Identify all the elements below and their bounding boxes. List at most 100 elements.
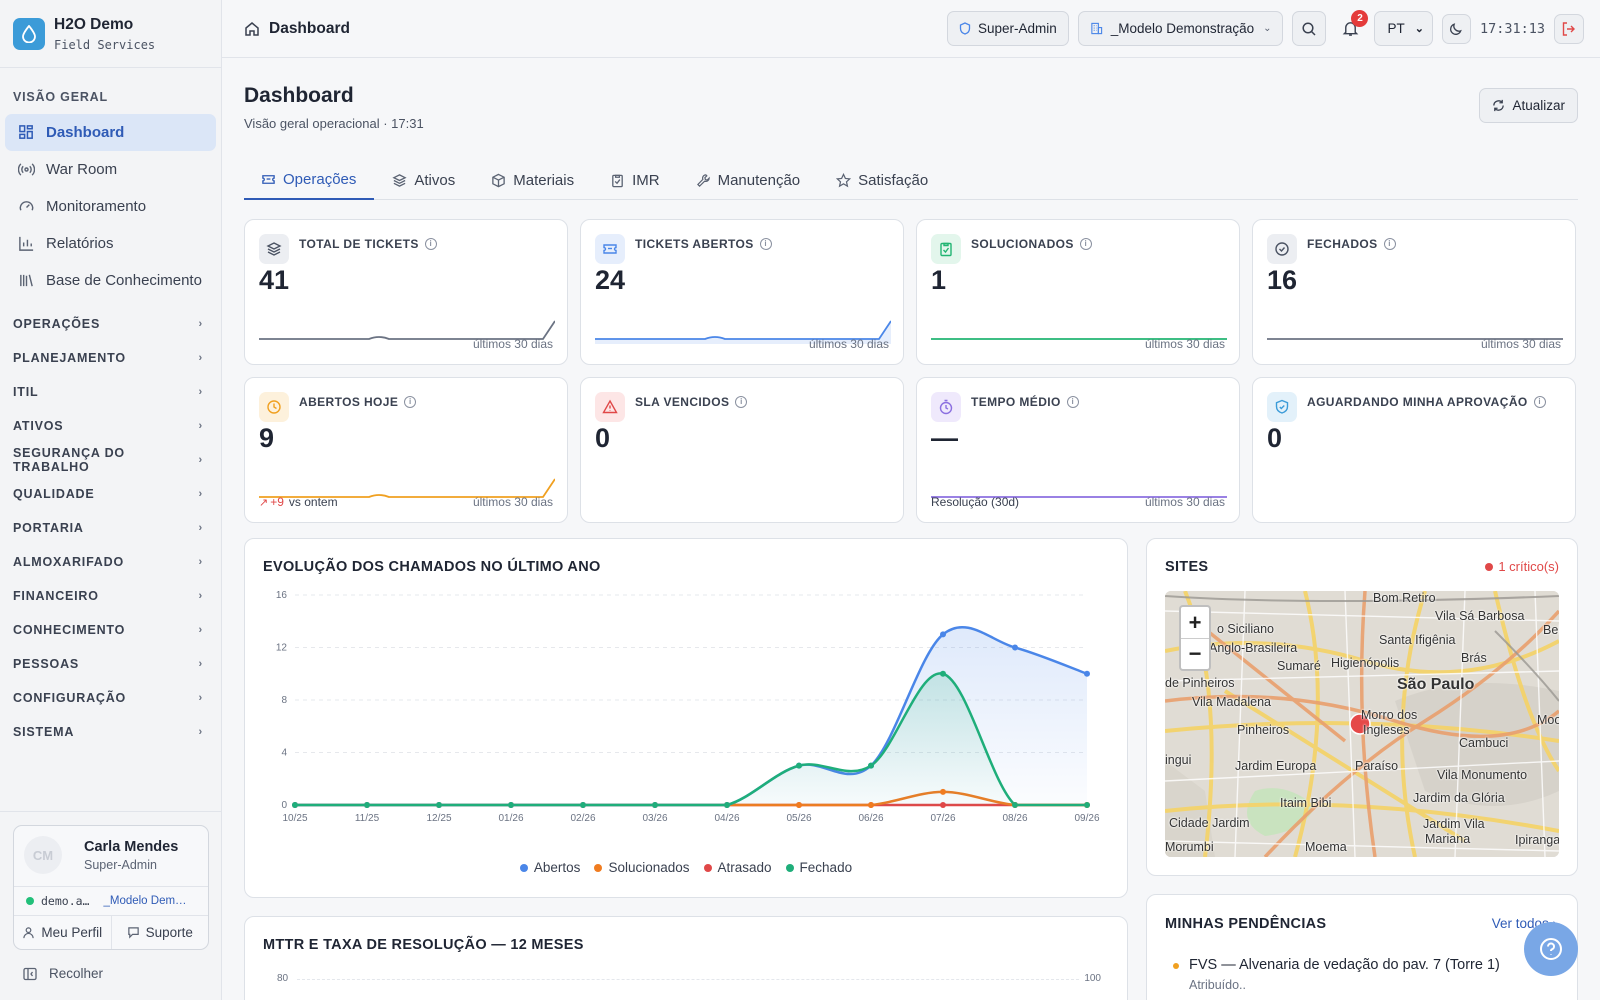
tab-ativos[interactable]: Ativos [374,161,473,200]
nav-group-conhecimento[interactable]: CONHECIMENTO › [13,623,203,637]
role-badge[interactable]: Super-Admin [946,11,1069,46]
sidebar-item-monitoramento[interactable]: Monitoramento [5,188,216,225]
brand-name: H2O Demo [54,15,134,33]
search-button[interactable] [1292,11,1327,46]
tab-materiais[interactable]: Materiais [473,161,592,200]
kpi-fechados[interactable]: FECHADOS i 16 últimos 30 dias [1252,219,1576,365]
nav-group-configuracao[interactable]: CONFIGURAÇÃO › [13,691,203,705]
nav-group-qualidade[interactable]: QUALIDADE › [13,487,203,501]
nav-group-financeiro[interactable]: FINANCEIRO › [13,589,203,603]
sites-map[interactable]: Bom Retiro Vila Sá Barbosa o Siciliano S… [1165,591,1559,857]
legend-abertos[interactable]: Abertos [519,860,580,875]
nav-group-itil[interactable]: ITIL › [13,385,203,399]
kpi-total-tickets[interactable]: TOTAL DE TICKETS i 41 últimos 30 dias [244,219,568,365]
zoom-in-button[interactable]: + [1188,609,1202,635]
zoom-out-button[interactable]: − [1181,638,1209,669]
sidebar-item-label: Dashboard [46,124,125,141]
kpi-abertos-hoje[interactable]: ABERTOS HOJE i 9 ↗ +9 vs ontem últimos 30… [244,377,568,523]
notifications-button[interactable]: 2 [1335,9,1369,44]
kpi-aguardando-aprovacao[interactable]: AGUARDANDO MINHA APROVAÇÃO i 0 [1252,377,1576,523]
collapse-sidebar-button[interactable]: Recolher [13,950,209,987]
nav-group-planejamento[interactable]: PLANEJAMENTO › [13,351,203,365]
tab-satisfacao[interactable]: Satisfação [818,161,946,200]
nav-group-seguranca[interactable]: SEGURANÇA DO TRABALHO › [13,446,203,474]
sidebar-item-base-conhecimento[interactable]: Base de Conhecimento [5,262,216,299]
star-icon [836,173,852,188]
nav-group-sistema[interactable]: SISTEMA › [13,725,203,739]
tenant-link[interactable]: _Modelo Dem… [103,895,187,907]
help-button[interactable] [1524,922,1578,976]
data-point-fechado [364,802,370,808]
map-label: Bel [1543,623,1559,637]
clock-icon [259,392,289,422]
brand[interactable]: H2O Demo Field Services [0,0,221,68]
theme-toggle[interactable] [1441,13,1471,44]
support-button[interactable]: Suporte [110,916,209,949]
legend-atrasado[interactable]: Atrasado [703,860,772,875]
info-icon[interactable]: i [1533,396,1546,408]
info-icon[interactable]: i [1383,238,1396,250]
kpi-sla-vencidos[interactable]: SLA VENCIDOS i 0 [580,377,904,523]
kpi-solucionados[interactable]: SOLUCIONADOS i 1 últimos 30 dias [916,219,1240,365]
critical-dot [1485,562,1494,571]
wrench-icon [696,174,710,187]
tab-operacoes[interactable]: Operações [244,161,375,200]
language-select[interactable]: PT ⌄ [1374,11,1433,46]
data-point-fechado [940,670,946,677]
sidebar-item-relatorios[interactable]: Relatórios [5,225,216,262]
map-label: Sumaré [1277,659,1321,673]
info-icon[interactable]: i [404,396,417,408]
chevron-right-icon: › [198,386,203,398]
map-label: Moo [1537,713,1559,727]
online-status-dot [26,897,34,905]
nav-group-ativos[interactable]: ATIVOS › [13,419,203,433]
nav-group-almoxarifado[interactable]: ALMOXARIFADO › [13,555,203,569]
logout-button[interactable] [1554,13,1584,44]
kpi-period: últimos 30 dias [1144,337,1225,351]
kpi-tempo-medio[interactable]: TEMPO MÉDIO i — Resolução (30d) últimos 3… [916,377,1240,523]
data-point-fechado [724,802,730,808]
info-icon[interactable]: i [1079,238,1092,250]
pending-item[interactable]: FVS — Alvenaria de vedação do pav. 7 (To… [1173,957,1500,992]
sidebar-item-dashboard[interactable]: Dashboard [5,114,216,151]
chevron-down-icon: ⌄ [1414,23,1424,35]
x-tick-label: 03/26 [642,813,667,824]
legend-fechado[interactable]: Fechado [785,860,852,875]
sidebar-item-war-room[interactable]: War Room [5,151,216,188]
profile-button[interactable]: Meu Perfil [14,916,111,949]
sidebar-collapse-icon [23,967,37,980]
info-icon[interactable]: i [759,238,772,250]
map-label: Moema [1305,840,1347,854]
tenant-selector[interactable]: _Modelo Demonstração ⌄ [1077,11,1284,46]
evolution-chart-card: EVOLUÇÃO DOS CHAMADOS NO ÚLTIMO ANO 0 4 8 1… [244,538,1128,898]
y-tick-left: 80 [277,973,289,984]
data-point-fechado [436,802,442,808]
clock: 17:31:13 [1479,20,1545,37]
critical-count[interactable]: 1 crítico(s) [1485,559,1559,574]
kpi-value: 24 [595,265,626,295]
chevron-right-icon: › [198,658,203,670]
kpi-period: últimos 30 dias [808,337,889,351]
chart-title: EVOLUÇÃO DOS CHAMADOS NO ÚLTIMO ANO [263,559,601,575]
chart-legend: Abertos Solucionados Atrasado Fechado [245,860,1127,875]
info-icon[interactable]: i [424,238,437,250]
map-label: Pinheiros [1237,723,1290,737]
page-subtitle: Visão geral operacional · 17:31 [244,116,424,131]
info-icon[interactable]: i [1066,396,1079,408]
nav-group-portaria[interactable]: PORTARIA › [13,521,203,535]
refresh-button[interactable]: Atualizar [1479,88,1578,123]
chevron-right-icon: › [198,692,203,704]
tab-manutencao[interactable]: Manutenção [678,161,819,200]
tab-imr[interactable]: IMR [592,161,678,200]
map-label: Paraíso [1355,759,1399,773]
kpi-tickets-abertos[interactable]: TICKETS ABERTOS i 24 últimos 30 dias [580,219,904,365]
sparkline [1267,338,1563,340]
info-icon[interactable]: i [735,396,748,408]
shield-icon [959,22,971,35]
data-point-fechado [652,802,658,808]
nav-group-pessoas[interactable]: PESSOAS › [13,657,203,671]
kpi-label: TOTAL DE TICKETS [299,237,419,251]
legend-solucionados[interactable]: Solucionados [594,860,690,875]
sidebar-item-label: Base de Conhecimento [46,272,202,289]
nav-group-operacoes[interactable]: OPERAÇÕES › [13,317,203,331]
